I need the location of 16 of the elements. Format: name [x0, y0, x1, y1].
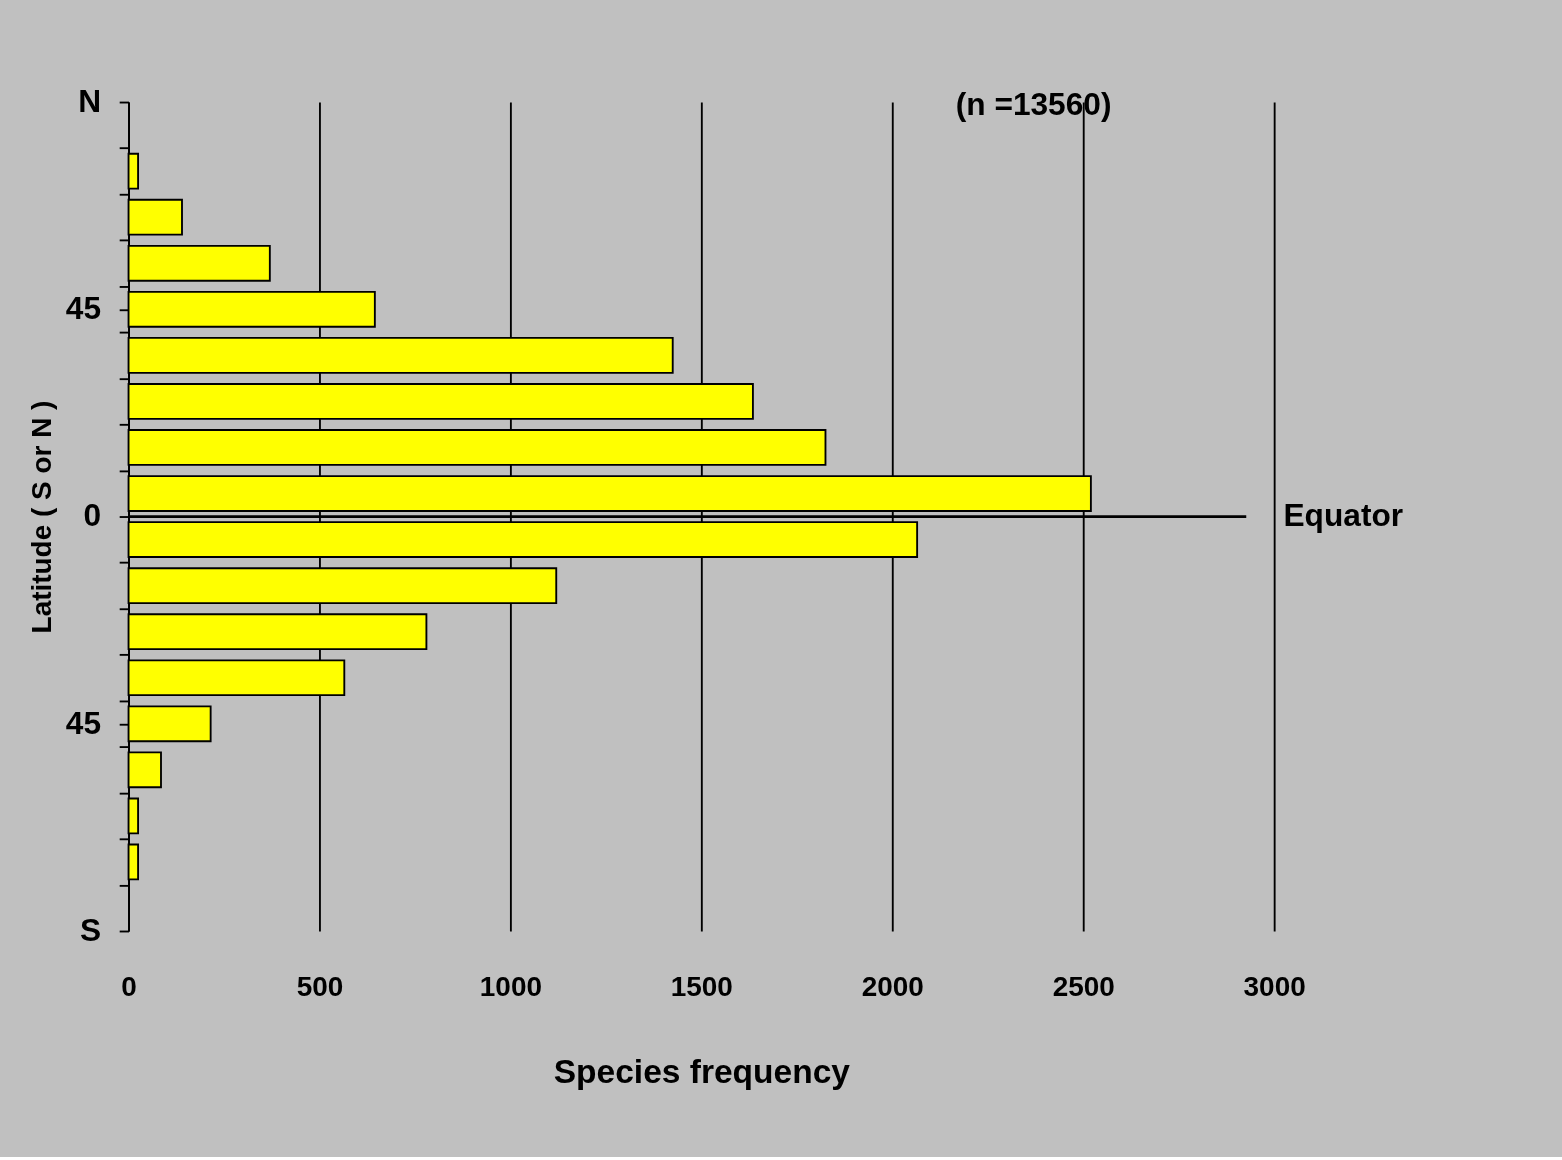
x-tick-label: 500: [296, 970, 344, 1002]
annotation: (n =13560): [955, 86, 1112, 123]
x-tick-label: 1500: [670, 970, 733, 1002]
x-axis-title: Species frequency: [553, 1053, 851, 1091]
y-tick-label: 45: [65, 704, 102, 741]
y-tick-label: N: [78, 82, 102, 119]
x-tick-label: 2000: [861, 970, 924, 1002]
x-tick-label: 0: [121, 970, 137, 1002]
y-tick-label: 0: [83, 497, 102, 534]
x-tick-label: 2500: [1052, 970, 1115, 1002]
ref-line-label: Equator: [1283, 496, 1404, 533]
y-tick-label: S: [79, 911, 102, 948]
y-axis-title: Latitude ( S or N ): [25, 400, 57, 634]
x-tick-label: 1000: [479, 970, 542, 1002]
x-tick-label: 3000: [1243, 970, 1306, 1002]
y-tick-label: 45: [65, 290, 102, 327]
